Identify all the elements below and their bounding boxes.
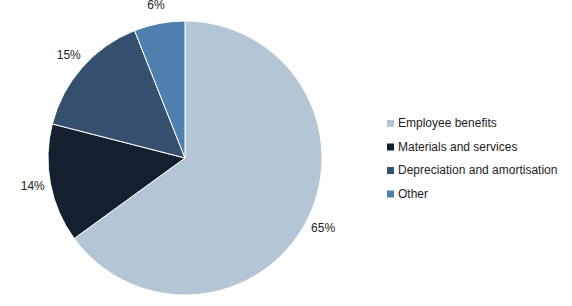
legend-swatch	[387, 167, 394, 174]
legend-label: Employee benefits	[398, 116, 497, 130]
legend-swatch	[387, 191, 394, 198]
legend-swatch	[387, 120, 394, 127]
data-label: 15%	[57, 48, 81, 62]
chart: 65% 14% 15% 6% Employee benefits Materials an…	[0, 0, 572, 306]
legend-label: Materials and services	[398, 140, 517, 154]
pie-slice	[135, 21, 185, 158]
data-label: 65%	[311, 221, 335, 235]
legend-item: Materials and services	[387, 140, 517, 154]
data-label: 14%	[21, 179, 45, 193]
data-labels: 65% 14% 15% 6%	[21, 0, 336, 235]
legend: Employee benefits Materials and services D…	[387, 116, 557, 201]
legend-item: Employee benefits	[387, 116, 497, 130]
legend-item: Other	[387, 187, 428, 201]
legend-item: Depreciation and amortisation	[387, 163, 557, 177]
data-label: 6%	[147, 0, 165, 12]
legend-swatch	[387, 144, 394, 151]
legend-label: Other	[398, 187, 428, 201]
pie	[48, 21, 322, 295]
legend-label: Depreciation and amortisation	[398, 163, 557, 177]
